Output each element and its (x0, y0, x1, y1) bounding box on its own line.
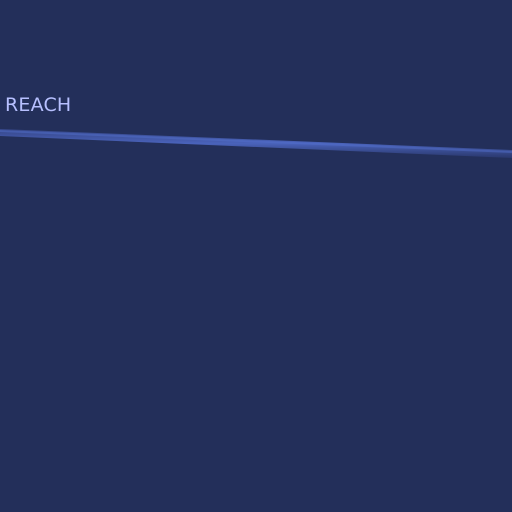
reach-label: REACH (5, 94, 72, 116)
